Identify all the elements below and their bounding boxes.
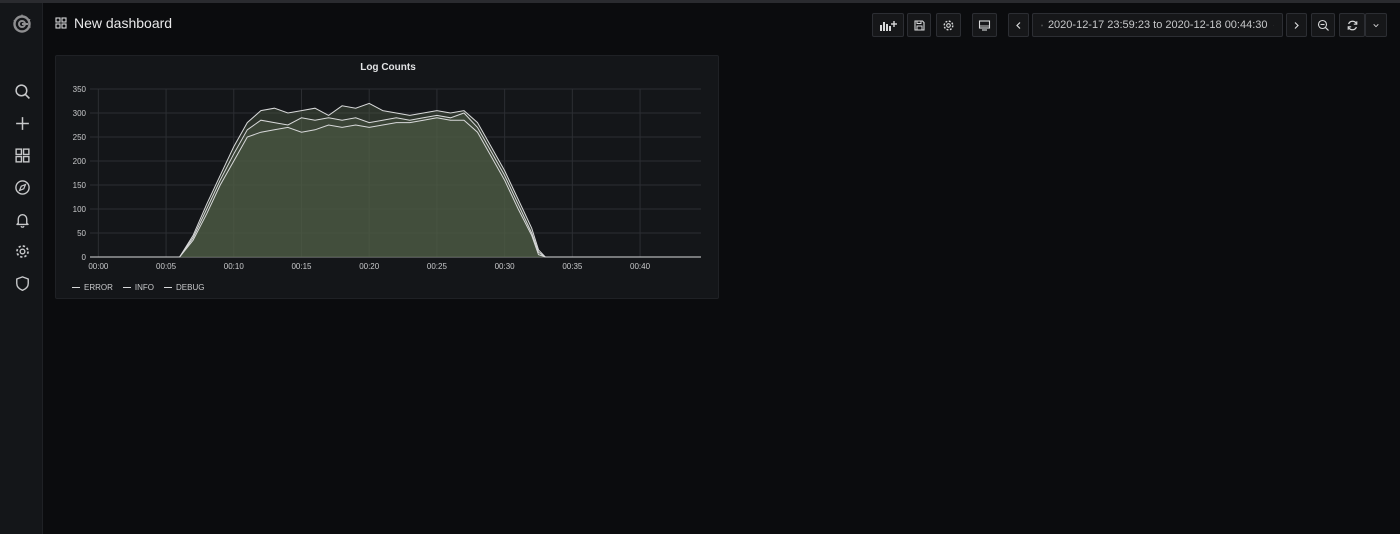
save-icon <box>913 19 925 31</box>
add-panel-button[interactable] <box>872 13 904 37</box>
y-tick-label: 0 <box>82 253 87 262</box>
legend-item-info[interactable]: INFO <box>122 282 154 292</box>
dashboard-settings-button[interactable] <box>936 13 961 37</box>
y-tick-label: 200 <box>73 157 87 166</box>
legend-item-error[interactable]: ERROR <box>72 283 113 292</box>
series-line-error[interactable] <box>90 102 701 258</box>
dashboard-title-text: New dashboard <box>74 15 173 31</box>
zoom-out-icon <box>1317 19 1329 31</box>
panel-title[interactable]: Log Counts <box>360 62 416 73</box>
bell-icon <box>15 213 29 228</box>
sidebar <box>0 3 43 534</box>
refresh-icon <box>1347 20 1357 30</box>
y-tick-label: 350 <box>73 85 87 94</box>
time-range-text: 2020-12-17 23:59:23 to 2020-12-18 00:44:… <box>1047 19 1268 31</box>
chevron-down-icon <box>1272 24 1274 26</box>
legend-label: ERROR <box>84 282 113 292</box>
log-counts-panel[interactable]: Log Counts 0 50 100 150 200 250 300 350 00:00 00… <box>55 55 719 299</box>
legend-swatch <box>72 286 80 288</box>
time-shift-back-button[interactable] <box>1008 13 1029 37</box>
dashboard-navbar: New dashboard 2020-12-17 23:59:23 to 202… <box>43 3 1400 43</box>
zoom-out-button[interactable] <box>1311 13 1335 37</box>
sidebar-item-explore[interactable] <box>11 176 33 198</box>
y-tick-label: 250 <box>73 133 87 142</box>
time-range-picker[interactable]: 2020-12-17 23:59:23 to 2020-12-18 00:44:… <box>1032 13 1283 37</box>
sidebar-item-create[interactable] <box>11 112 33 134</box>
x-tick-label: 00:25 <box>427 262 448 271</box>
y-tick-label: 300 <box>73 109 87 118</box>
x-tick-label: 00:20 <box>359 262 380 271</box>
sidebar-item-dashboards[interactable] <box>11 144 33 166</box>
gear-icon <box>15 244 29 258</box>
refresh-interval-dropdown[interactable] <box>1365 13 1387 37</box>
legend-label: DEBUG <box>176 282 205 292</box>
shield-icon <box>15 275 29 291</box>
series-area-debug <box>90 117 701 257</box>
grafana-logo-icon[interactable] <box>10 12 34 36</box>
chevron-left-icon <box>1016 21 1021 29</box>
legend-item-debug[interactable]: DEBUG <box>164 283 204 292</box>
sidebar-item-server-admin[interactable] <box>11 272 33 294</box>
x-tick-label: 00:35 <box>562 262 583 271</box>
sidebar-item-search[interactable] <box>11 80 33 102</box>
settings-gear-icon <box>943 19 954 31</box>
series-area-info <box>90 113 701 257</box>
dashboard-grid-icon <box>55 17 67 29</box>
chart-legend: ERROR INFO DEBUG <box>72 281 204 293</box>
series-areas <box>90 103 701 258</box>
y-tick-label: 100 <box>73 205 87 214</box>
x-tick-label: 00:00 <box>88 262 109 271</box>
x-tick-label: 00:40 <box>630 262 651 271</box>
y-axis: 0 50 100 150 200 250 300 350 <box>73 85 87 262</box>
window-top-border <box>0 0 1400 3</box>
chevron-down-icon <box>1373 23 1379 27</box>
time-shift-forward-button[interactable] <box>1286 13 1307 37</box>
plus-icon <box>15 116 29 130</box>
x-tick-label: 00:15 <box>291 262 312 271</box>
x-tick-label: 00:30 <box>495 262 516 271</box>
add-panel-icon <box>880 20 897 31</box>
chevron-right-icon <box>1294 21 1299 29</box>
series-lines <box>90 102 701 258</box>
legend-swatch <box>164 286 172 288</box>
x-tick-label: 00:05 <box>156 262 177 271</box>
y-tick-label: 150 <box>73 181 87 190</box>
y-tick-label: 50 <box>77 229 86 238</box>
series-line-info[interactable] <box>90 112 701 258</box>
series-area-error <box>90 103 701 258</box>
x-axis: 00:00 00:05 00:10 00:15 00:20 00:25 00:30 00:35… <box>88 256 701 271</box>
search-icon <box>14 83 30 99</box>
tv-mode-button[interactable] <box>972 13 997 37</box>
sidebar-item-configuration[interactable] <box>11 240 33 262</box>
compass-icon <box>14 179 30 195</box>
save-dashboard-button[interactable] <box>907 13 931 37</box>
clock-icon <box>1041 24 1043 26</box>
series-line-debug[interactable] <box>90 117 701 258</box>
refresh-button[interactable] <box>1339 13 1365 37</box>
x-tick-label: 00:10 <box>224 262 245 271</box>
tv-mode-icon <box>978 19 991 31</box>
grid-icon <box>14 147 30 163</box>
legend-swatch <box>122 286 131 288</box>
sidebar-item-alerting[interactable] <box>11 208 33 230</box>
dashboard-title[interactable]: New dashboard <box>55 13 172 33</box>
legend-label: INFO <box>134 282 154 292</box>
